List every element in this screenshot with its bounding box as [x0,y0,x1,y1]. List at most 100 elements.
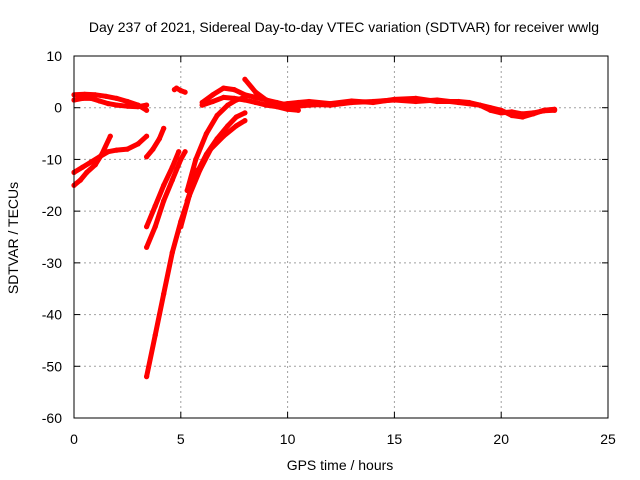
data-point [231,95,237,101]
data-point [161,198,167,204]
series-line-arc-14 [199,94,301,113]
data-point [193,156,199,162]
data-point [114,95,120,101]
y-tick-label: 10 [46,48,62,64]
data-point [242,97,248,103]
data-point [233,114,239,120]
x-tick-label: 15 [387,431,403,447]
data-point [193,172,199,178]
y-tick-label: -20 [42,203,62,219]
data-point [274,102,280,108]
series-arc-5 [144,125,167,160]
data-point [144,154,150,160]
data-point [173,85,180,91]
data-point [144,244,150,250]
data-point [225,123,231,129]
data-point [253,99,259,106]
data-point [434,98,440,105]
data-point [242,92,248,98]
data-point [370,99,376,106]
data-point [413,95,419,101]
data-point [84,169,90,175]
data-point [242,118,248,124]
data-point [97,154,103,160]
data-point [135,104,141,110]
y-tick-label: -10 [42,151,62,167]
x-tick-label: 20 [493,431,509,447]
data-point [178,88,184,94]
data-point [82,91,88,97]
data-point [161,291,167,297]
data-point [182,149,188,155]
data-point [498,107,504,113]
data-point [79,95,86,101]
data-point [509,112,515,119]
plot-frame [73,55,609,419]
y-tick-labels: 10 0 -10 -20 -30 -40 -50 -60 [42,48,62,426]
x-tick-label: 25 [600,431,616,447]
data-point [203,131,209,137]
data-point [349,98,355,104]
data-point [114,147,120,153]
data-point [105,101,111,107]
data-point [92,162,98,168]
data-point [169,249,175,256]
data-point [144,133,150,139]
data-point [306,98,312,105]
data-point [184,187,190,194]
data-point [253,89,259,95]
data-point [466,99,472,106]
data-point [231,87,237,93]
data-point [77,177,83,183]
data-point [176,149,182,155]
data-point [295,107,301,113]
data-point [107,133,113,139]
data-point [152,203,158,209]
data-point [295,99,301,106]
series-arc-10 [178,118,248,230]
data-point [144,102,150,108]
x-axis-title: GPS time / hours [287,457,394,473]
y-tick-label: -30 [42,255,62,271]
series-arc-8 [144,149,188,250]
series-arc-11 [184,110,248,204]
grid [74,56,608,418]
data-point [455,98,462,105]
data-point [150,146,156,152]
data-point [79,164,86,170]
data-point [169,164,175,170]
data-point [144,107,150,113]
data-point [327,101,333,107]
data-point [220,85,227,91]
data-point [103,93,109,99]
data-point [520,114,526,120]
data-point [487,105,494,111]
data-point [233,123,239,129]
data-point [144,224,150,230]
y-tick-label: -50 [42,358,62,374]
x-tick-label: 5 [177,431,185,447]
data-point [161,182,167,188]
x-tick-label: 0 [70,431,78,447]
data-point [144,374,150,380]
data-point [477,102,483,108]
data-point [178,224,184,230]
data-point [92,92,98,98]
data-point [203,151,209,157]
data-point [210,92,216,98]
data-point [225,102,231,108]
data-point [152,332,158,338]
series-line-arc-9 [144,149,182,230]
data-point [220,94,227,100]
y-axis-title: SDTVAR / TECUs [5,182,21,294]
data-point [391,96,397,102]
data-point [214,136,220,142]
data-point [210,98,216,105]
chart-title: Day 237 of 2021, Sidereal Day-to-day VTE… [89,19,599,35]
data-point [263,102,269,108]
data-point [124,103,130,109]
series-layer [71,76,558,380]
x-tick-label: 10 [280,431,296,447]
series-arc-2 [71,95,150,110]
